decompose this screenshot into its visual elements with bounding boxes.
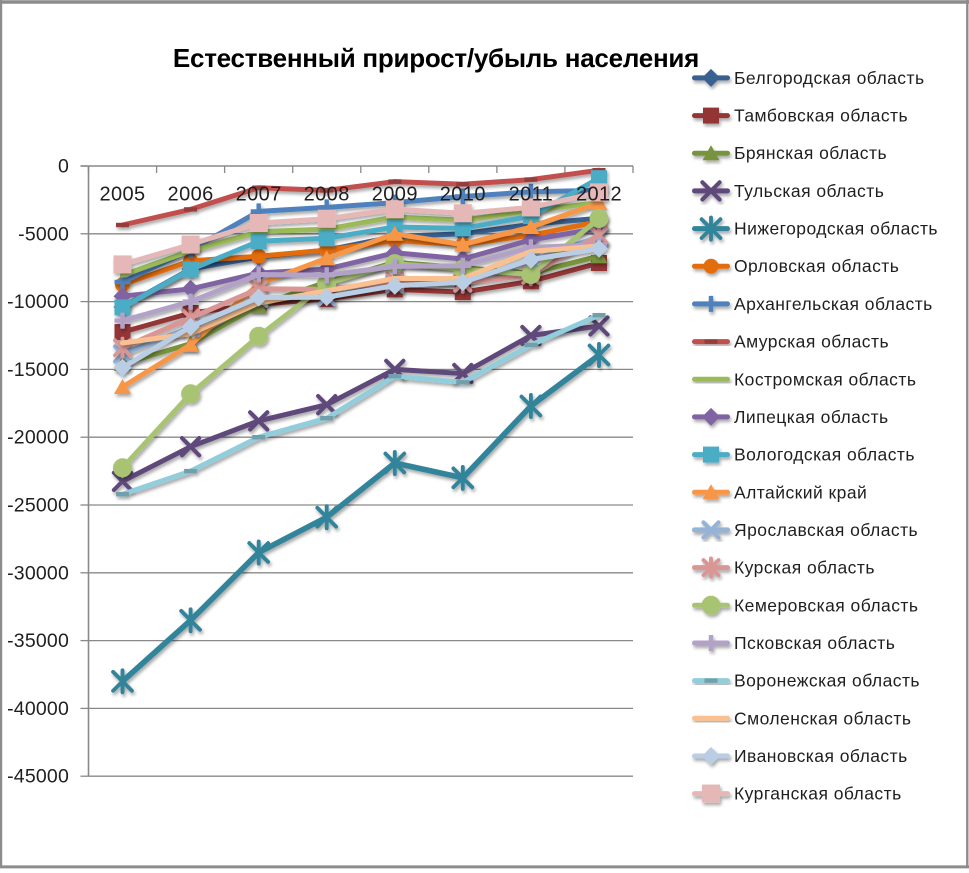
svg-text:-40000: -40000	[7, 698, 69, 720]
svg-text:Ивановская область: Ивановская область	[734, 746, 908, 766]
svg-text:Орловская область: Орловская область	[734, 256, 899, 276]
svg-text:Белгородская область: Белгородская область	[734, 68, 925, 88]
svg-text:-35000: -35000	[7, 630, 69, 652]
svg-text:2009: 2009	[372, 184, 418, 206]
svg-text:0: 0	[58, 156, 69, 178]
svg-text:2005: 2005	[99, 184, 145, 206]
svg-text:2007: 2007	[236, 184, 282, 206]
svg-text:Кемеровская область: Кемеровская область	[734, 595, 918, 615]
svg-text:-15000: -15000	[7, 359, 69, 381]
svg-text:-10000: -10000	[7, 291, 69, 313]
svg-text:2010: 2010	[440, 184, 486, 206]
svg-text:Псковская область: Псковская область	[734, 633, 895, 653]
svg-text:2011: 2011	[509, 184, 554, 206]
svg-text:Липецкая область: Липецкая область	[734, 407, 889, 427]
svg-text:Амурская область: Амурская область	[734, 332, 889, 352]
svg-text:Тульская область: Тульская область	[734, 181, 884, 201]
svg-text:Ярославская область: Ярославская область	[734, 520, 918, 540]
svg-text:Курская область: Курская область	[734, 558, 875, 578]
svg-text:2012: 2012	[576, 184, 622, 206]
svg-text:Воронежская область: Воронежская область	[734, 671, 920, 691]
svg-text:Костромская область: Костромская область	[734, 369, 916, 389]
svg-text:Брянская область: Брянская область	[734, 143, 887, 163]
svg-text:Нижегородская область: Нижегородская область	[734, 219, 938, 239]
svg-text:2008: 2008	[304, 184, 350, 206]
svg-text:Смоленская область: Смоленская область	[734, 708, 911, 728]
svg-text:-5000: -5000	[18, 223, 69, 245]
svg-text:-45000: -45000	[7, 766, 69, 788]
svg-text:Естественный прирост/убыль нас: Естественный прирост/убыль населения	[173, 43, 699, 73]
svg-text:-30000: -30000	[7, 562, 69, 584]
svg-text:Архангельская область: Архангельская область	[734, 294, 933, 314]
svg-text:Алтайский край: Алтайский край	[734, 482, 867, 502]
svg-text:Вологодская область: Вологодская область	[734, 445, 915, 465]
svg-text:-20000: -20000	[7, 427, 69, 449]
svg-text:Тамбовская область: Тамбовская область	[734, 106, 908, 126]
svg-text:Курганская область: Курганская область	[734, 784, 902, 804]
svg-text:-25000: -25000	[7, 495, 69, 517]
svg-text:2006: 2006	[168, 184, 214, 206]
